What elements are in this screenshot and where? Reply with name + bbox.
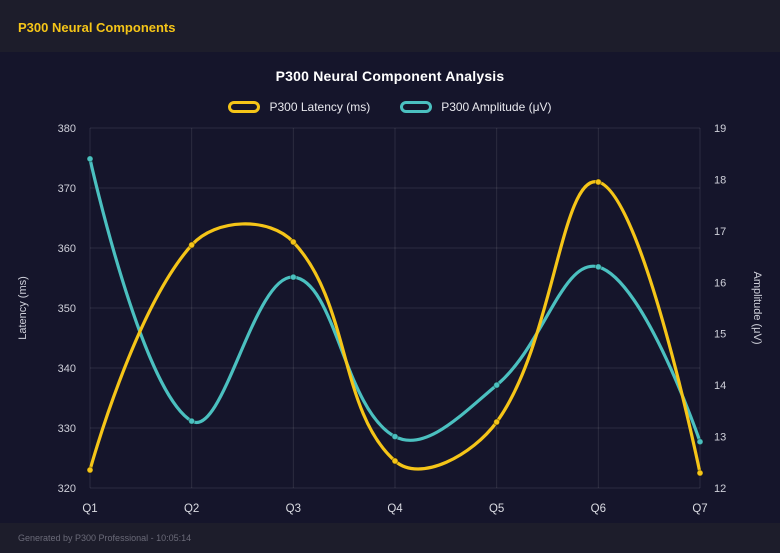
legend-label-latency: P300 Latency (ms) (269, 100, 371, 114)
svg-text:14: 14 (714, 380, 726, 392)
chart-title: P300 Neural Component Analysis (275, 68, 505, 84)
svg-text:320: 320 (58, 483, 76, 495)
svg-text:330: 330 (58, 423, 76, 435)
chart-canvas[interactable]: 320 330 340 350 360 370 380 12 13 14 15 16 17 18 19 Q1 Q… (0, 122, 780, 522)
legend-label-amplitude: P300 Amplitude (μV) (441, 100, 552, 114)
svg-text:360: 360 (58, 243, 76, 255)
footer-generated-by: Generated by P300 Professional - 10:05:1… (18, 533, 192, 543)
svg-text:16: 16 (714, 277, 726, 289)
svg-text:Q3: Q3 (286, 503, 301, 515)
svg-text:Q7: Q7 (692, 503, 707, 515)
legend-swatch-latency (228, 101, 261, 113)
chart-panel: P300 Neural Component Analysis P300 Late… (0, 52, 780, 523)
svg-text:Q4: Q4 (387, 503, 403, 515)
legend-item-latency[interactable]: P300 Latency (ms) (228, 100, 370, 114)
svg-text:370: 370 (58, 183, 76, 195)
svg-text:380: 380 (58, 123, 76, 135)
svg-text:Q6: Q6 (591, 503, 606, 515)
svg-text:18: 18 (714, 174, 726, 186)
svg-text:Latency (ms): Latency (ms) (17, 276, 29, 340)
legend-item-amplitude[interactable]: P300 Amplitude (μV) (400, 100, 552, 114)
svg-text:350: 350 (58, 303, 76, 315)
svg-text:Q5: Q5 (489, 503, 504, 515)
svg-text:Q1: Q1 (82, 503, 97, 515)
svg-text:340: 340 (58, 363, 76, 375)
svg-text:Q2: Q2 (184, 503, 199, 515)
svg-text:13: 13 (714, 432, 726, 444)
chart-legend: P300 Latency (ms) P300 Amplitude (μV) (0, 100, 780, 114)
page-title: P300 Neural Components (18, 20, 176, 35)
svg-text:12: 12 (714, 483, 726, 495)
svg-text:19: 19 (714, 123, 726, 135)
svg-text:Amplitude (μV): Amplitude (μV) (751, 272, 763, 345)
svg-text:17: 17 (714, 226, 726, 238)
legend-swatch-amplitude (400, 101, 433, 113)
svg-text:15: 15 (714, 329, 726, 341)
